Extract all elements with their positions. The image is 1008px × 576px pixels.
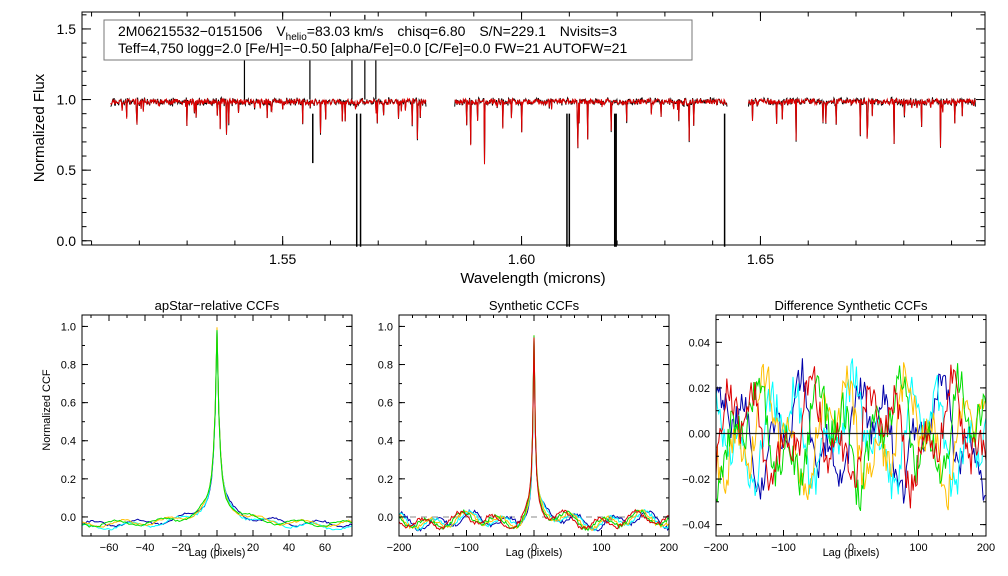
xtick-label: 0 — [531, 542, 537, 554]
ytick-label: −0.02 — [682, 474, 710, 486]
ytick-label: 1.5 — [57, 21, 77, 37]
spectrum-xlabel: Wavelength (microns) — [460, 270, 605, 287]
ytick-label: 0.6 — [61, 398, 76, 410]
synthetic-ccf-line — [398, 337, 669, 531]
xtick-label: 60 — [319, 542, 331, 554]
difference-ccf-xlabel: Lag (pixels) — [823, 547, 880, 559]
xtick-label: 100 — [909, 542, 927, 554]
ytick-label: 0.00 — [689, 428, 710, 440]
xtick-label: 0 — [848, 542, 854, 554]
apstar-ccf-line — [81, 330, 353, 528]
difference-ccf-line — [715, 363, 987, 511]
difference-ccf-line — [715, 358, 987, 504]
ytick-label: −0.04 — [682, 520, 710, 532]
info-velocity: =83.03 km/s — [307, 23, 384, 39]
ytick-label: 0.0 — [61, 512, 76, 524]
synthetic-ccf-title: Synthetic CCFs — [489, 298, 580, 313]
ytick-label: 1.0 — [61, 321, 76, 333]
difference-ccf-line — [715, 364, 987, 509]
xtick-label: 1.65 — [747, 251, 774, 267]
synthetic-ccf-lines — [398, 335, 670, 532]
xtick-label: −100 — [454, 542, 479, 554]
apstar-ccf-title: apStar−relative CCFs — [155, 298, 280, 313]
apstar-ccf-xlabel: Lag (pixels) — [189, 547, 246, 559]
xtick-label: −40 — [136, 542, 155, 554]
info-chisq: chisq=6.80 — [397, 23, 465, 39]
apstar-ccf-panel: −60 −40 −20 0 20 40 60 0.0 0.2 0.4 0.6 0.8 1.0 apSta… — [41, 298, 353, 559]
ytick-label: 0.8 — [61, 360, 76, 372]
model-spectrum-line — [748, 97, 976, 147]
ytick-label: 0.4 — [378, 436, 393, 448]
xtick-label: 1.60 — [508, 251, 535, 267]
ytick-label: 0.4 — [61, 436, 76, 448]
synthetic-ccf-xlabel: Lag (pixels) — [506, 547, 563, 559]
model-spectrum-line — [110, 97, 427, 140]
ytick-label: 0.0 — [378, 512, 393, 524]
spectrum-axes: 1.55 1.60 1.65 0.0 0.5 1.0 1.5 — [57, 12, 985, 267]
apstar-ccf-axes: −60 −40 −20 0 20 40 60 0.0 0.2 0.4 0.6 0.8 1.0 — [61, 315, 352, 554]
ytick-label: 0.2 — [61, 474, 76, 486]
info-star-id: 2M06215532−0151506 Vhelio=83.03 km/s chi… — [118, 23, 617, 43]
ytick-label: 0.2 — [378, 474, 393, 486]
xtick-label: 0 — [214, 542, 220, 554]
xtick-label: 200 — [977, 542, 995, 554]
spectrum-ylabel: Normalized Flux — [31, 73, 48, 182]
difference-ccf-line — [715, 358, 987, 500]
ytick-label: 0.6 — [378, 398, 393, 410]
apstar-ccf-lines — [81, 327, 353, 531]
difference-ccf-line — [715, 362, 987, 511]
difference-ccf-panel: −200 −100 0 100 200 −0.04 −0.02 0.00 0.02 0.04 Di… — [682, 298, 995, 559]
ytick-label: 0.8 — [378, 360, 393, 372]
info-snr: S/N=229.1 — [479, 23, 546, 39]
xtick-label: 20 — [247, 542, 259, 554]
ytick-label: 0.0 — [57, 233, 77, 249]
synthetic-ccf-panel: −200 −100 0 100 200 0.0 0.2 0.4 0.6 0.8 1.0 Synthe… — [378, 298, 678, 559]
xtick-label: −200 — [704, 542, 729, 554]
xtick-label: −100 — [771, 542, 796, 554]
xtick-label: 40 — [283, 542, 295, 554]
apstar-ccf-line — [81, 330, 353, 528]
ytick-label: 0.02 — [689, 383, 710, 395]
spectrum-panel: 1.55 1.60 1.65 0.0 0.5 1.0 1.5 Wavelength (mic… — [31, 11, 986, 287]
ytick-label: 0.5 — [57, 162, 77, 178]
xtick-label: 1.55 — [269, 251, 296, 267]
xtick-label: −20 — [172, 542, 191, 554]
ytick-label: 1.0 — [378, 321, 393, 333]
info-v-subscript: helio — [286, 32, 308, 43]
difference-ccf-lines — [715, 358, 987, 511]
info-nvisits: Nvisits=3 — [560, 23, 617, 39]
spectrum-frame — [81, 11, 986, 246]
xtick-label: 200 — [660, 542, 678, 554]
apstar-ccf-line — [81, 328, 353, 531]
info-star-name: 2M06215532−0151506 — [118, 23, 263, 39]
model-spectrum-line — [454, 96, 728, 165]
xtick-label: −200 — [387, 542, 412, 554]
ytick-label: 1.0 — [57, 92, 77, 108]
xtick-label: −60 — [100, 542, 119, 554]
ytick-label: 0.04 — [689, 337, 710, 349]
observed-spectrum-line — [454, 96, 728, 164]
apstar-ccf-line — [81, 327, 353, 528]
synthetic-ccf-axes: −200 −100 0 100 200 0.0 0.2 0.4 0.6 0.8 1.0 — [378, 315, 678, 554]
apstar-ccf-ylabel: Normalized CCF — [41, 369, 53, 451]
xtick-label: 100 — [592, 542, 610, 554]
info-params: Teff=4,750 logg=2.0 [Fe/H]=−0.50 [alpha/… — [118, 40, 627, 56]
difference-ccf-axes: −200 −100 0 100 200 −0.04 −0.02 0.00 0.02 0.04 — [682, 315, 995, 554]
difference-ccf-title: Difference Synthetic CCFs — [775, 298, 928, 313]
info-v-symbol: V — [276, 23, 286, 39]
info-box — [103, 19, 693, 61]
